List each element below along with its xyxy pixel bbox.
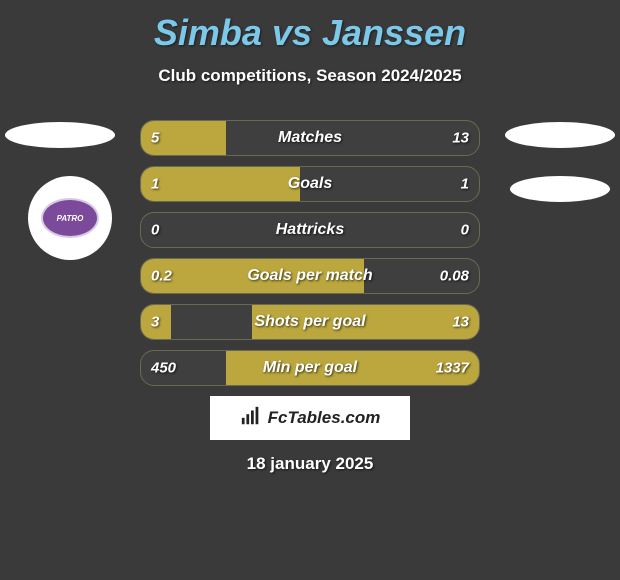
stat-label: Goals per match [141, 267, 479, 285]
player-left-oval-top [5, 122, 115, 148]
stat-row: 0.20.08Goals per match [140, 258, 480, 294]
page-subtitle: Club competitions, Season 2024/2025 [0, 66, 620, 86]
comparison-chart: 513Matches 11Goals 00Hattricks 0.20.08Goals… [140, 120, 480, 396]
stat-label: Goals [141, 175, 479, 193]
club-crest-left: PATRO [28, 176, 112, 260]
chart-icon [240, 405, 262, 432]
stat-row: 00Hattricks [140, 212, 480, 248]
stat-row: 313Shots per goal [140, 304, 480, 340]
page-title: Simba vs Janssen [0, 0, 620, 54]
club-crest-inner: PATRO [41, 198, 99, 238]
stat-label: Hattricks [141, 221, 479, 239]
site-badge: FcTables.com [210, 396, 410, 440]
player-right-oval-bottom [510, 176, 610, 202]
player-right-oval-top [505, 122, 615, 148]
stat-label: Min per goal [141, 359, 479, 377]
stat-label: Matches [141, 129, 479, 147]
stat-label: Shots per goal [141, 313, 479, 331]
stat-row: 11Goals [140, 166, 480, 202]
date-label: 18 january 2025 [0, 454, 620, 474]
stat-row: 4501337Min per goal [140, 350, 480, 386]
stat-row: 513Matches [140, 120, 480, 156]
site-name: FcTables.com [268, 408, 381, 428]
